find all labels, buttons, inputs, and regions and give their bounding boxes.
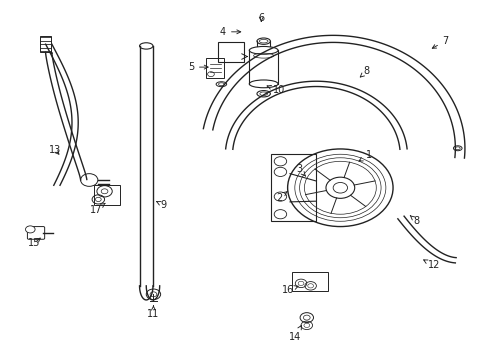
Text: 2: 2	[275, 192, 286, 203]
Bar	[40, 36, 51, 52]
Text: 3: 3	[296, 165, 305, 176]
Bar	[292, 272, 327, 291]
Text: 5: 5	[187, 62, 208, 72]
Text: 8: 8	[409, 216, 418, 226]
Text: 17: 17	[90, 203, 105, 215]
Bar	[206, 58, 224, 78]
Text: 4: 4	[220, 27, 240, 37]
Text: 8: 8	[360, 66, 369, 77]
Bar	[218, 42, 244, 62]
Text: 6: 6	[258, 13, 264, 23]
Text: 1: 1	[358, 150, 371, 161]
Circle shape	[325, 177, 354, 198]
Circle shape	[25, 226, 35, 233]
Text: 10: 10	[266, 85, 285, 95]
Text: 13: 13	[49, 145, 61, 155]
Text: 9: 9	[156, 200, 166, 210]
Bar	[93, 185, 120, 205]
Text: 12: 12	[423, 260, 439, 270]
Text: 15: 15	[28, 238, 41, 248]
Bar	[270, 154, 316, 221]
Text: 7: 7	[431, 36, 448, 48]
Text: 16: 16	[281, 285, 298, 295]
Text: 14: 14	[288, 325, 301, 342]
Text: 11: 11	[147, 306, 159, 319]
